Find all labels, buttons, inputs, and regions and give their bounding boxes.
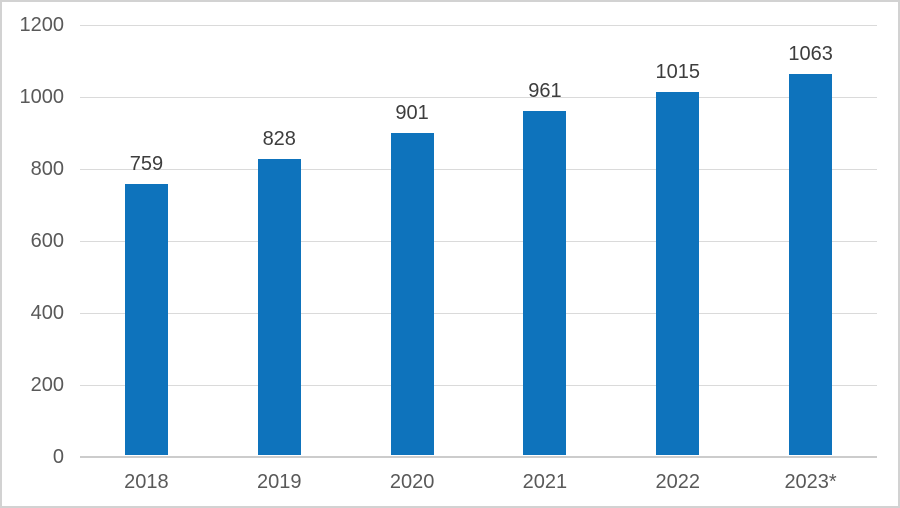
- bar-2019: [257, 158, 301, 455]
- gridline-y200: [80, 385, 877, 386]
- bar-2022: [656, 91, 700, 455]
- xtick-label-2023*: 2023*: [784, 471, 837, 493]
- bar-2018: [124, 183, 168, 455]
- bar-2023*: [789, 74, 833, 455]
- ytick-label-600: 600: [30, 230, 64, 252]
- gridline-y800: [80, 169, 877, 170]
- xtick-label-2021: 2021: [522, 471, 568, 493]
- ytick-label-1000: 1000: [19, 86, 65, 108]
- xtick-label-2019: 2019: [257, 471, 302, 493]
- bar-value-label-2021: 961: [528, 80, 562, 103]
- xtick-label-2022: 2022: [655, 471, 701, 493]
- x-axis-baseline: [80, 456, 877, 458]
- bar-2020: [390, 132, 434, 455]
- ytick-label-400: 400: [30, 302, 64, 324]
- ytick-label-1200: 1200: [19, 14, 65, 36]
- ytick-label-200: 200: [30, 374, 64, 396]
- bar-2021: [523, 111, 567, 455]
- gridline-y1200: [80, 25, 877, 26]
- bar-value-label-2023*: 1063: [788, 43, 833, 66]
- gridline-y1000: [80, 97, 877, 98]
- ytick-label-800: 800: [30, 158, 64, 180]
- gridline-y400: [80, 313, 877, 314]
- bar-value-label-2020: 901: [395, 101, 429, 124]
- bar-value-label-2018: 759: [129, 152, 164, 175]
- bar-value-label-2022: 1015: [655, 60, 701, 83]
- gridline-y600: [80, 241, 877, 242]
- ytick-label-0: 0: [52, 446, 64, 468]
- xtick-label-2018: 2018: [124, 471, 169, 493]
- bar-value-label-2019: 828: [262, 127, 296, 150]
- xtick-label-2020: 2020: [389, 471, 435, 493]
